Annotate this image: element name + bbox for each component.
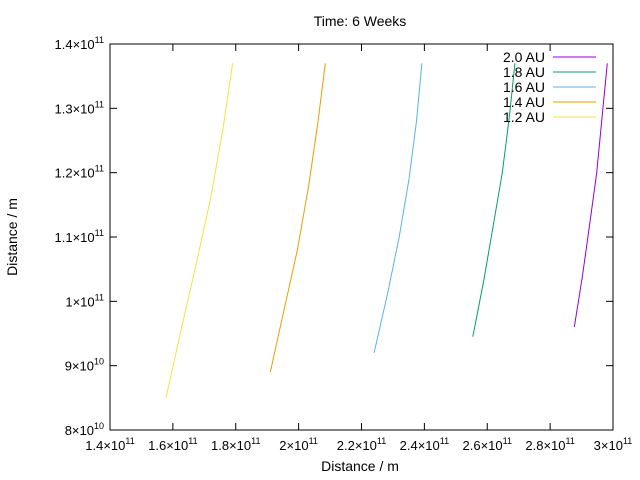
legend-label: 1.4 AU bbox=[503, 94, 545, 110]
axis-ticks: 1.4×1011 1.6×1011 1.8×1011 2×1011 2.2×1011 2.… bbox=[55, 35, 633, 453]
y-axis-label: Distance / m bbox=[4, 198, 20, 276]
x-axis-label: Distance / m bbox=[321, 458, 399, 474]
y-tick-label: 8×1010 bbox=[65, 421, 104, 438]
y-tick-label: 1.2×1011 bbox=[55, 164, 104, 181]
x-tick-label: 2×1011 bbox=[279, 436, 318, 453]
x-tick-label: 3×1011 bbox=[594, 436, 633, 453]
x-tick-label: 1.6×1011 bbox=[148, 436, 197, 453]
x-tick-label: 2.8×1011 bbox=[525, 436, 574, 453]
series-line-1-6-au bbox=[373, 63, 423, 353]
x-tick-label: 1.4×1011 bbox=[85, 436, 134, 453]
legend-label: 2.0 AU bbox=[503, 49, 545, 65]
series-line-1-2-au bbox=[165, 63, 234, 398]
legend-label: 1.6 AU bbox=[503, 79, 545, 95]
legend-label: 1.2 AU bbox=[503, 109, 545, 125]
series-lines bbox=[165, 63, 608, 398]
series-line-2-0-au bbox=[573, 63, 608, 328]
series-line-1-8-au bbox=[472, 63, 516, 337]
y-tick-label: 1.4×1011 bbox=[55, 35, 104, 52]
series-line-1-4-au bbox=[269, 63, 326, 373]
y-tick-label: 1.3×1011 bbox=[55, 99, 104, 116]
y-tick-label: 1.1×1011 bbox=[55, 228, 104, 245]
y-tick-label: 9×1010 bbox=[65, 357, 104, 374]
x-tick-label: 2.6×1011 bbox=[463, 436, 512, 453]
x-tick-label: 2.4×1011 bbox=[400, 436, 449, 453]
legend-label: 1.8 AU bbox=[503, 64, 545, 80]
y-tick-label: 1×1011 bbox=[65, 292, 104, 309]
x-tick-label: 1.8×1011 bbox=[211, 436, 260, 453]
x-tick-label: 2.2×1011 bbox=[337, 436, 386, 453]
chart-title: Time: 6 Weeks bbox=[314, 13, 407, 29]
legend: 2.0 AU1.8 AU1.6 AU1.4 AU1.2 AU bbox=[503, 49, 596, 125]
